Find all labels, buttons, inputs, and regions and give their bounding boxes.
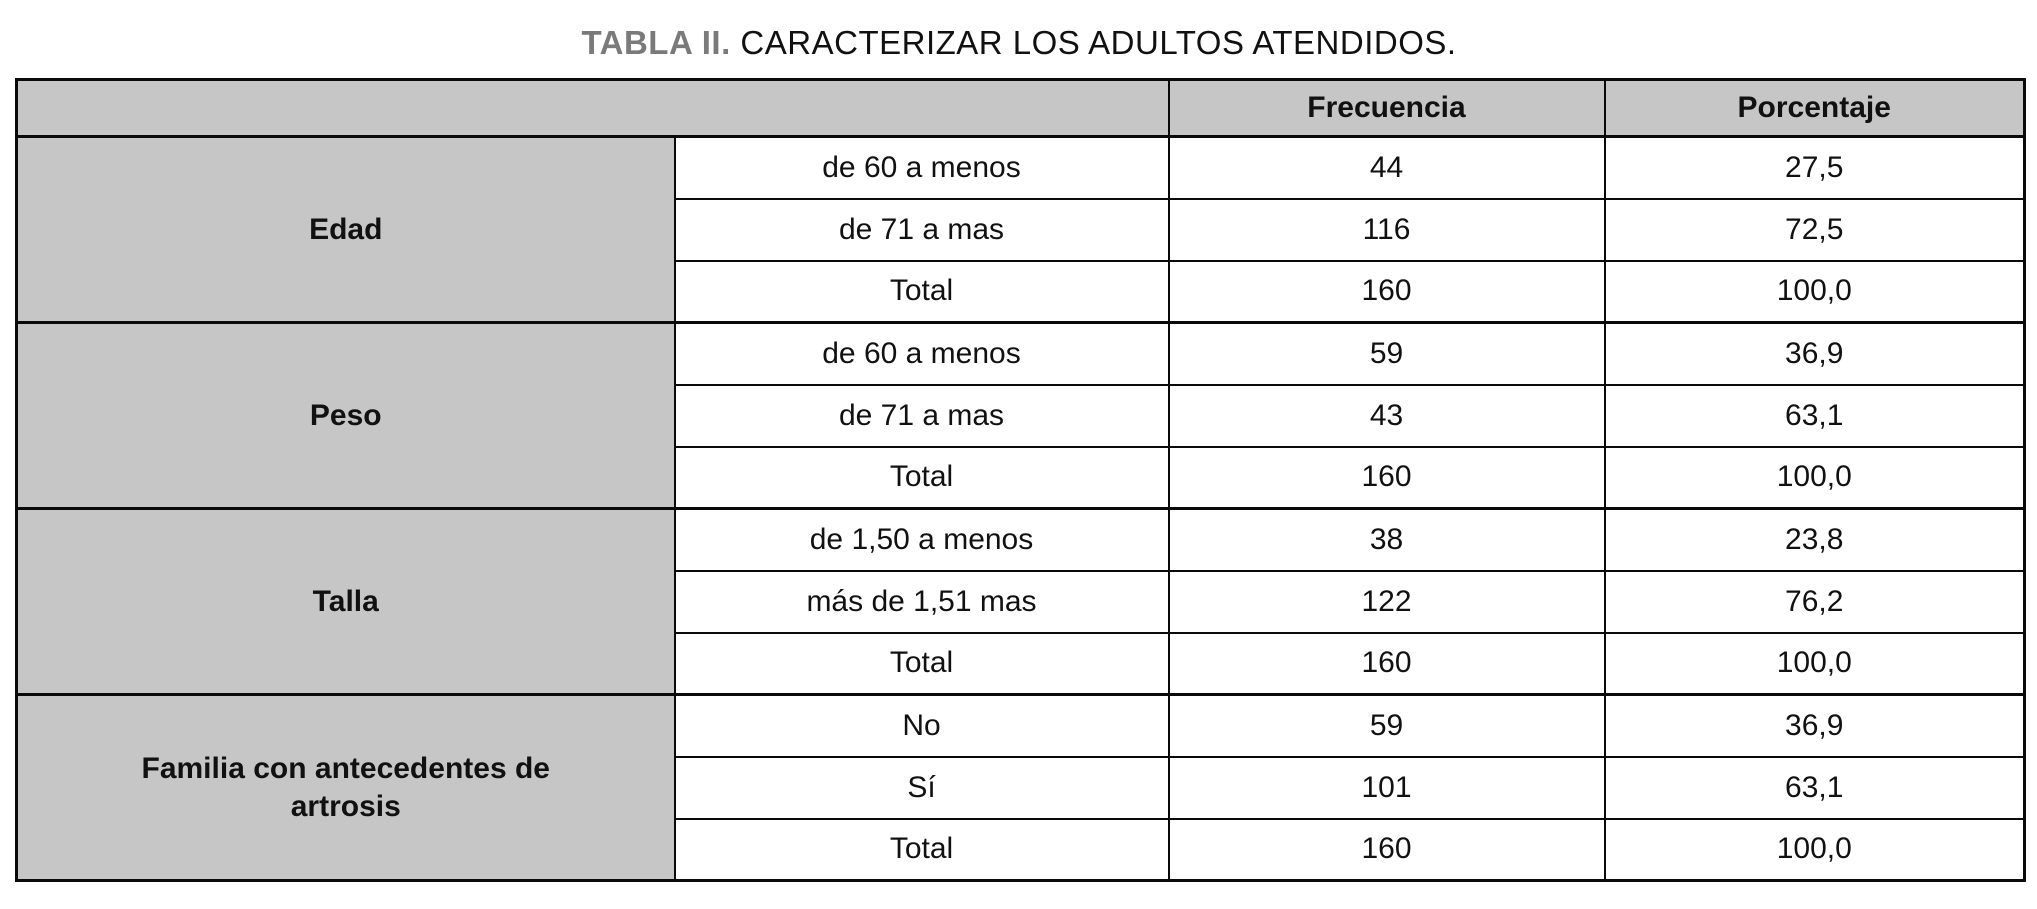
table-row: Familia con antecedentes de artrosis No 59…: [15, 693, 2026, 882]
header-porcentaje: Porcentaje: [1603, 78, 2026, 138]
table-row: Edad de 60 a menos 44 27,5: [15, 135, 2026, 324]
table-row: Sí 101 63,1: [17, 755, 2026, 820]
frequency-cell: 44: [1167, 135, 1606, 200]
group-cell: Talla: [15, 507, 676, 696]
table-row: más de 1,51 mas 122 76,2: [17, 569, 2026, 634]
frequency-cell: 160: [1167, 817, 1606, 882]
percentage-cell: 63,1: [1603, 383, 2026, 448]
percentage-cell: 27,5: [1603, 135, 2026, 200]
frequency-cell: 101: [1167, 755, 1606, 820]
frequency-cell: 122: [1167, 569, 1606, 634]
category-cell: de 1,50 a menos: [673, 507, 1170, 572]
percentage-cell: 100,0: [1603, 445, 2026, 510]
frequency-cell: 160: [1167, 631, 1606, 696]
table-row: de 71 a mas 43 63,1: [17, 383, 2026, 448]
category-cell: de 71 a mas: [673, 197, 1170, 262]
percentage-cell: 72,5: [1603, 197, 2026, 262]
table-body: Edad de 60 a menos 44 27,5 de 71 a mas 116 72,…: [15, 135, 2026, 882]
percentage-cell: 23,8: [1603, 507, 2026, 572]
percentage-cell: 76,2: [1603, 569, 2026, 634]
characterization-table: Frecuencia Porcentaje Edad de 60 a menos 4…: [15, 78, 2026, 882]
table-row: Total 160 100,0: [17, 445, 2026, 510]
percentage-cell: 63,1: [1603, 755, 2026, 820]
percentage-cell: 36,9: [1603, 693, 2026, 758]
header-row: Frecuencia Porcentaje: [15, 78, 2026, 138]
category-cell: Total: [673, 817, 1170, 882]
frequency-cell: 59: [1167, 321, 1606, 386]
table-row: Peso de 60 a menos 59 36,9: [15, 321, 2026, 510]
table-row: de 71 a mas 116 72,5: [17, 197, 2026, 262]
category-cell: de 71 a mas: [673, 383, 1170, 448]
category-cell: Total: [673, 631, 1170, 696]
category-cell: Total: [673, 445, 1170, 510]
frequency-cell: 160: [1167, 445, 1606, 510]
header-corner-cell: [15, 78, 1170, 138]
table-title-text: CARACTERIZAR LOS ADULTOS ATENDIDOS.: [740, 24, 1456, 61]
frequency-cell: 116: [1167, 197, 1606, 262]
header-frecuencia: Frecuencia: [1167, 78, 1606, 138]
category-cell: No: [673, 693, 1170, 758]
table-row: Total 160 100,0: [17, 631, 2026, 696]
percentage-cell: 36,9: [1603, 321, 2026, 386]
category-cell: más de 1,51 mas: [673, 569, 1170, 634]
category-cell: Sí: [673, 755, 1170, 820]
group-cell: Peso: [15, 321, 676, 510]
table-title-caption: CARACTERIZAR LOS ADULTOS ATENDIDOS.: [740, 24, 1457, 61]
table-title-label: TABLA II.: [581, 24, 731, 61]
category-cell: de 60 a menos: [673, 321, 1170, 386]
category-cell: de 60 a menos: [673, 135, 1170, 200]
group-cell: Familia con antecedentes de artrosis: [15, 693, 676, 882]
table-row: Total 160 100,0: [17, 817, 2026, 882]
category-cell: Total: [673, 259, 1170, 324]
frequency-cell: 59: [1167, 693, 1606, 758]
percentage-cell: 100,0: [1603, 817, 2026, 882]
group-cell: Edad: [15, 135, 676, 324]
percentage-cell: 100,0: [1603, 631, 2026, 696]
table-title: TABLA II. CARACTERIZAR LOS ADULTOS ATEND…: [15, 0, 2023, 62]
percentage-cell: 100,0: [1603, 259, 2026, 324]
frequency-cell: 38: [1167, 507, 1606, 572]
frequency-cell: 160: [1167, 259, 1606, 324]
frequency-cell: 43: [1167, 383, 1606, 448]
table-row: Total 160 100,0: [17, 259, 2026, 324]
table-row: Talla de 1,50 a menos 38 23,8: [15, 507, 2026, 696]
